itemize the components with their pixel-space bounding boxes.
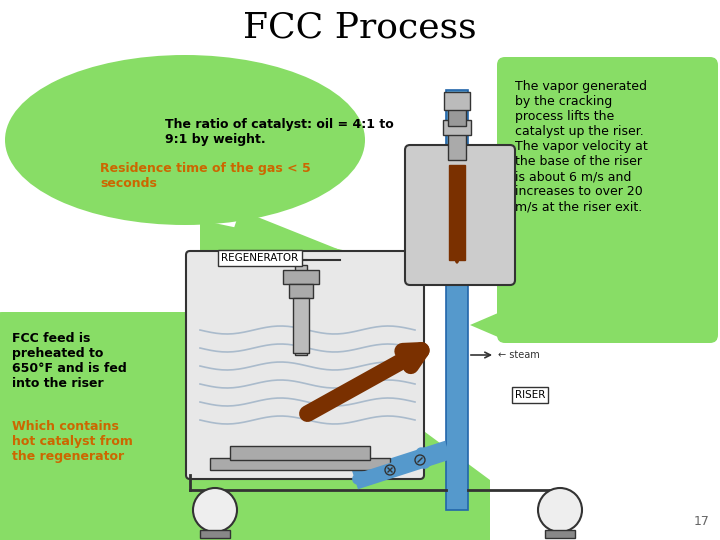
Polygon shape: [230, 210, 340, 260]
Bar: [448, 108, 466, 126]
Text: 17: 17: [694, 515, 710, 528]
Bar: [295, 265, 307, 355]
Polygon shape: [185, 360, 255, 420]
Bar: [446, 90, 468, 510]
Bar: [210, 458, 390, 470]
Bar: [293, 298, 309, 353]
Bar: [289, 284, 313, 298]
Bar: [283, 270, 319, 284]
Text: Which contains
hot catalyst from
the regenerator: Which contains hot catalyst from the reg…: [12, 420, 133, 463]
Text: ← steam: ← steam: [498, 350, 540, 360]
Text: RISER: RISER: [515, 390, 545, 400]
Circle shape: [193, 488, 237, 532]
Bar: [448, 130, 466, 160]
FancyBboxPatch shape: [405, 145, 515, 285]
Bar: [449, 165, 465, 260]
Bar: [443, 120, 471, 135]
Polygon shape: [200, 220, 390, 300]
Text: Residence time of the gas < 5
seconds: Residence time of the gas < 5 seconds: [100, 162, 311, 190]
Polygon shape: [470, 310, 505, 340]
Bar: [444, 92, 470, 110]
FancyBboxPatch shape: [186, 251, 424, 479]
Text: The ratio of catalyst: oil = 4:1 to
9:1 by weight.: The ratio of catalyst: oil = 4:1 to 9:1 …: [165, 118, 394, 146]
Text: REGENERATOR: REGENERATOR: [221, 253, 299, 263]
Circle shape: [538, 488, 582, 532]
Bar: [230, 446, 370, 460]
Ellipse shape: [5, 55, 365, 225]
Text: FCC feed is
preheated to
650°F and is fed
into the riser: FCC feed is preheated to 650°F and is fe…: [12, 332, 127, 390]
FancyBboxPatch shape: [0, 312, 195, 533]
Bar: [545, 530, 575, 538]
Bar: [200, 530, 230, 538]
Text: The vapor generated
by the cracking
process lifts the
catalyst up the riser.
The: The vapor generated by the cracking proc…: [515, 80, 648, 213]
Polygon shape: [0, 310, 490, 540]
Text: FCC Process: FCC Process: [243, 11, 477, 45]
FancyBboxPatch shape: [497, 57, 718, 343]
